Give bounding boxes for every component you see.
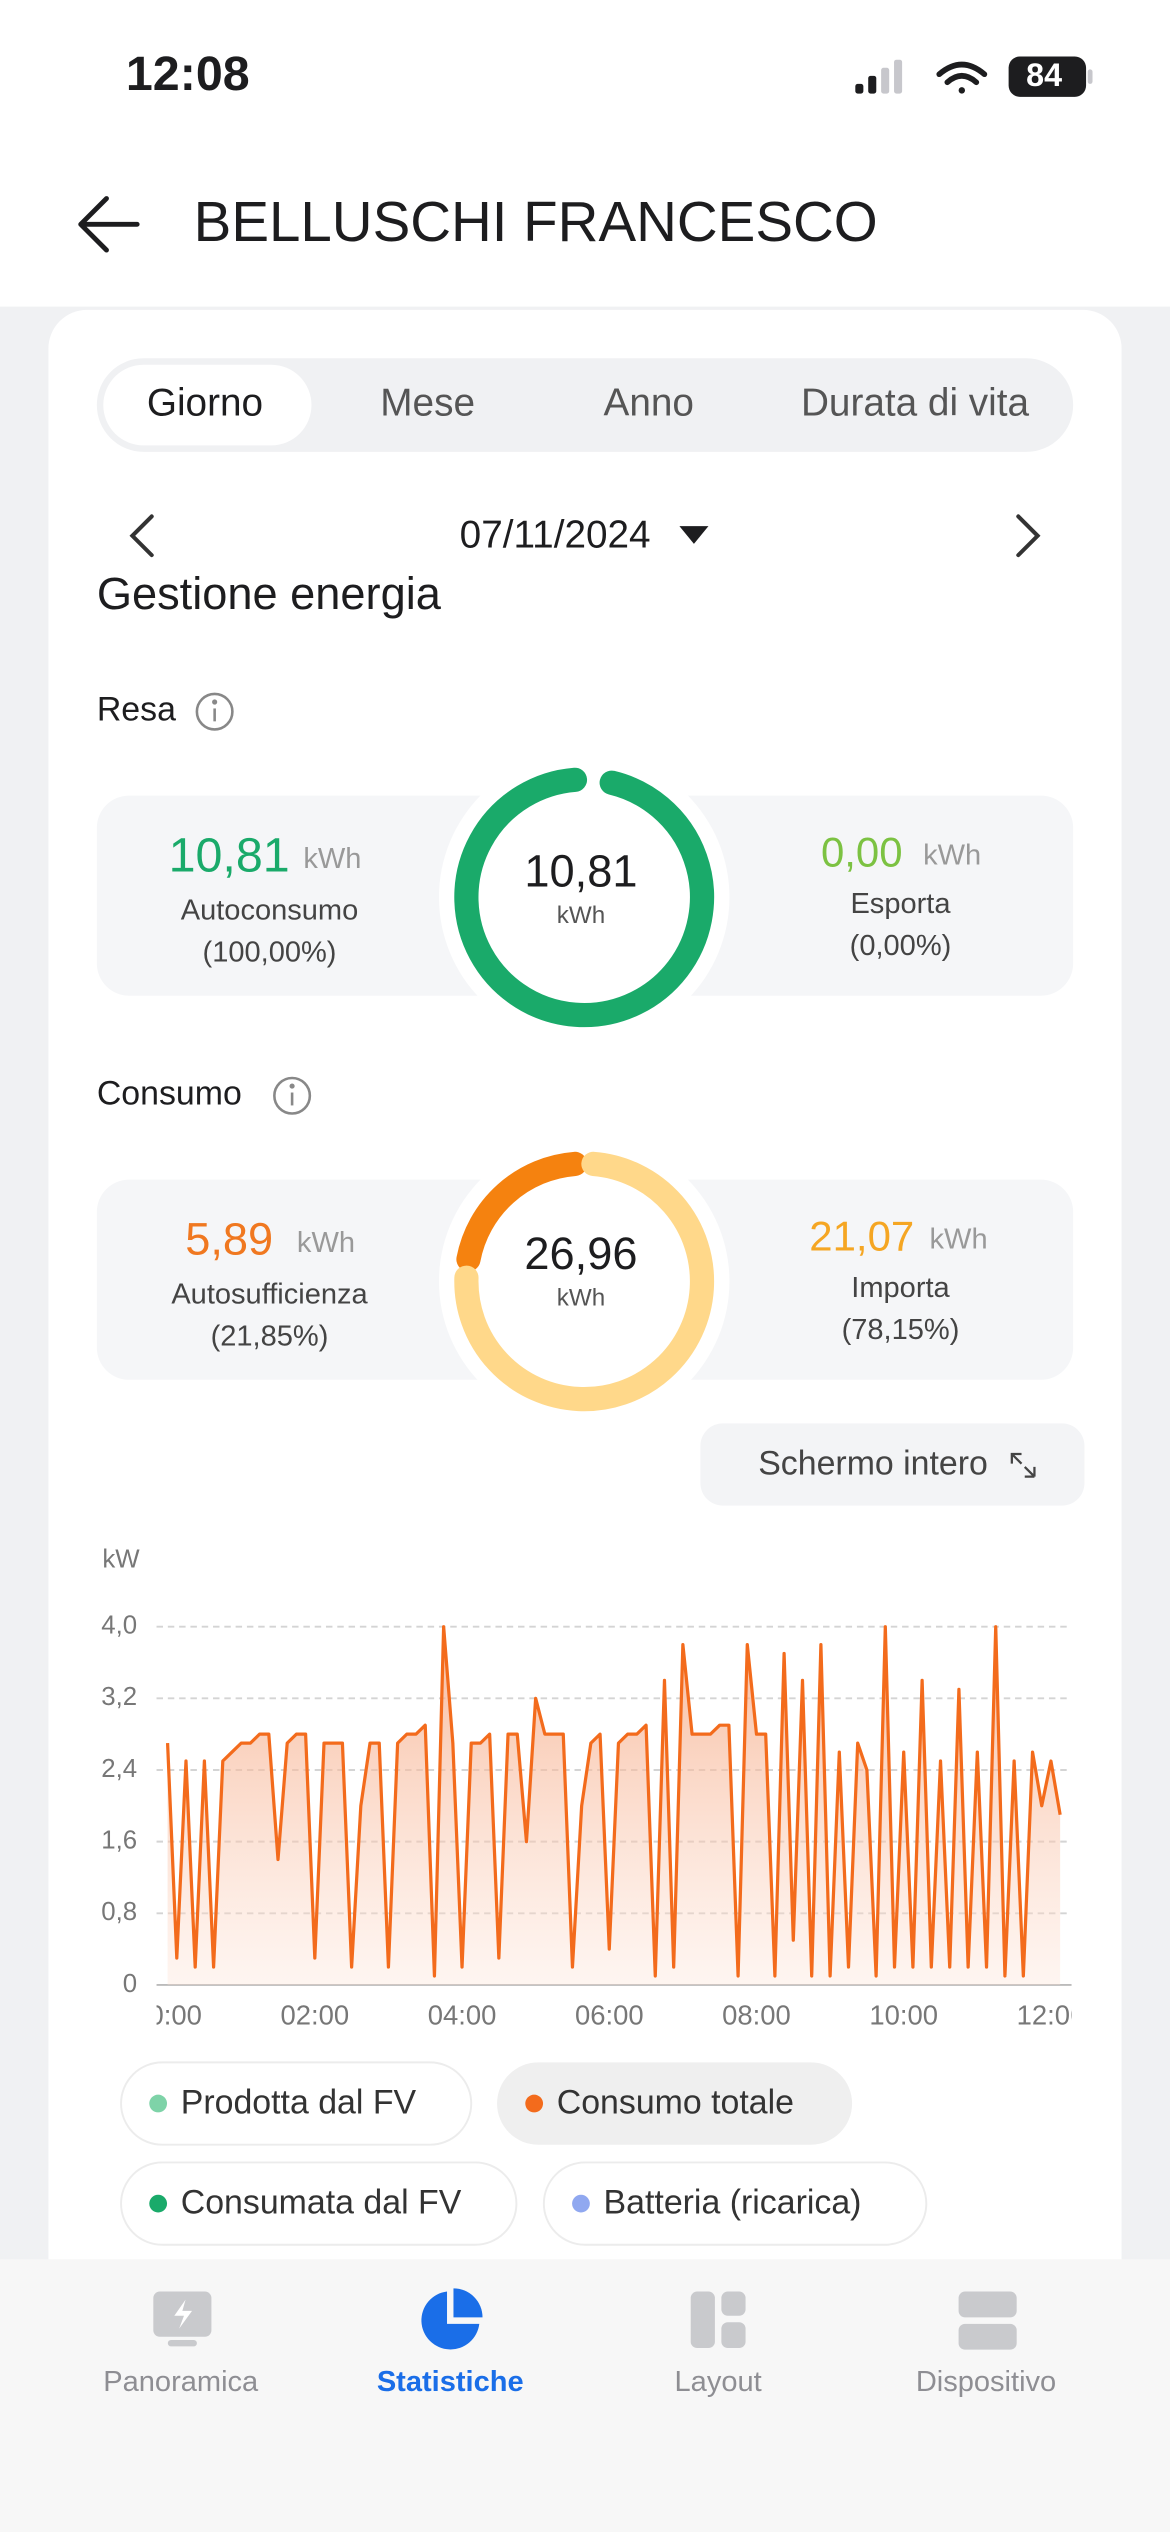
consumo-label: Consumo <box>97 1075 242 1113</box>
x-tick-label: 10:00 <box>869 1999 938 2030</box>
header-bg <box>0 0 1170 307</box>
resa-label: Resa <box>97 691 176 729</box>
x-tick-label: 06:00 <box>575 1999 644 2030</box>
y-tick-label: 3,2 <box>101 1683 137 1711</box>
legend-pill <box>497 2062 853 2145</box>
y-tick-label: 1,6 <box>101 1826 137 1854</box>
y-tick-label: 4,0 <box>101 1612 137 1640</box>
legend-dot <box>572 2194 590 2213</box>
nav-icon-panoramica <box>153 2291 212 2347</box>
right-share: (78,15%) <box>842 1314 960 1346</box>
nav-label[interactable]: Panoramica <box>103 2366 259 2398</box>
fullscreen-button[interactable]: Schermo intero <box>700 1423 1085 1506</box>
legend-item[interactable]: Consumo totale <box>497 2062 853 2145</box>
info-icon[interactable] <box>273 1076 312 1115</box>
legend-dot <box>149 2094 168 2113</box>
ring-segment <box>456 1151 588 1272</box>
x-tick-label: 08:00 <box>722 1999 791 2030</box>
nav-label[interactable]: Statistiche <box>377 2366 524 2398</box>
legend: Prodotta dal FV Consumo totale Consumata d… <box>120 2061 928 2246</box>
left-unit: kWh <box>303 843 361 875</box>
left-unit: kWh <box>297 1227 355 1259</box>
clock: 12:08 <box>126 47 250 101</box>
right-share: (0,00%) <box>850 930 952 962</box>
ring-halo <box>438 752 730 1043</box>
chart: 0 0,8 1,6 2,4 3,2 4,0 00:00 02:00 04:00 06:00 08:0… <box>101 1612 1086 2030</box>
left-label: Autosufficienza <box>171 1279 368 1311</box>
ring-segment <box>454 1151 715 1412</box>
nav-icon-layout <box>690 2291 746 2349</box>
ring-halo <box>438 1136 730 1427</box>
x-ticks: 00:00 02:00 04:00 06:00 08:00 10:00 12:00 <box>133 1999 1086 2030</box>
back-button[interactable] <box>78 196 140 253</box>
legend-pill <box>542 2161 928 2246</box>
left-share: (21,85%) <box>211 1320 329 1352</box>
y-tick-label: 0 <box>123 1970 137 1998</box>
right-unit: kWh <box>923 840 981 872</box>
legend-label: Consumo totale <box>557 2083 794 2121</box>
battery-icon: 84 <box>1008 56 1093 97</box>
info-icon[interactable] <box>195 692 234 731</box>
total-value: 10,81 <box>524 846 637 897</box>
tab[interactable]: Giorno <box>147 381 263 424</box>
left-value: 5,89 <box>185 1214 273 1265</box>
x-tick-label: 00:00 <box>133 1999 202 2030</box>
line <box>165 1625 1062 1978</box>
date-dropdown[interactable] <box>679 526 709 544</box>
legend-dot <box>149 2194 168 2213</box>
y-tick-label: 0,8 <box>101 1898 137 1926</box>
ring-segment <box>454 767 715 1028</box>
left-share: (100,00%) <box>203 936 337 968</box>
right-value: 0,00 <box>821 828 903 875</box>
right-value: 21,07 <box>809 1212 914 1259</box>
prev-date[interactable] <box>129 514 154 558</box>
right-label: Importa <box>851 1272 950 1304</box>
legend-pill <box>120 2161 518 2246</box>
ring <box>454 1151 715 1412</box>
tab[interactable]: Mese <box>380 381 475 424</box>
legend-item[interactable]: Batteria (ricarica) <box>542 2161 928 2246</box>
total-unit: kWh <box>557 1284 605 1311</box>
tab[interactable]: Anno <box>604 381 694 424</box>
nav-label[interactable]: Dispositivo <box>916 2366 1056 2398</box>
tab-bar <box>96 358 1074 452</box>
x-tick-label: 12:00 <box>1017 1999 1086 2030</box>
fullscreen-label: Schermo intero <box>758 1444 988 1482</box>
legend-item[interactable]: Consumata dal FV <box>120 2161 518 2246</box>
date[interactable]: 07/11/2024 <box>460 514 651 557</box>
y-tick-label: 2,4 <box>101 1755 137 1783</box>
nav-labels: Panoramica Statistiche Layout Dispositivo <box>103 2366 1056 2398</box>
total-value: 26,96 <box>524 1228 637 1279</box>
nav-label[interactable]: Layout <box>675 2366 762 2398</box>
legend-item[interactable]: Prodotta dal FV <box>120 2061 473 2146</box>
wifi-icon <box>936 61 988 94</box>
ring <box>454 767 715 1028</box>
legend-label: Prodotta dal FV <box>181 2083 417 2121</box>
y-axis-label: kW <box>102 1545 140 1573</box>
tab-selected-bg <box>103 364 312 446</box>
left-label: Autoconsumo <box>181 894 359 926</box>
right-label: Esporta <box>850 888 951 920</box>
battery-level: 84 <box>1026 57 1062 93</box>
tab[interactable]: Durata di vita <box>801 381 1030 424</box>
x-tick-label: 04:00 <box>428 1999 497 2030</box>
x-tick-label: 02:00 <box>280 1999 349 2030</box>
total-unit: kWh <box>557 902 605 929</box>
legend-label: Batteria (ricarica) <box>604 2183 862 2221</box>
legend-dot <box>525 2094 544 2113</box>
legend-pill <box>120 2061 473 2146</box>
next-date[interactable] <box>1016 514 1041 558</box>
nav-icon-statistiche <box>421 2288 483 2350</box>
section-title: Gestione energia <box>97 568 442 619</box>
page-title: BELLUSCHI FRANCESCO <box>194 190 878 253</box>
right-unit: kWh <box>930 1224 988 1256</box>
area <box>167 1626 1061 1985</box>
signal-icon <box>855 59 903 94</box>
legend-label: Consumata dal FV <box>181 2183 462 2221</box>
left-value: 10,81 <box>169 828 290 882</box>
nav-icon-dispositivo <box>958 2291 1017 2350</box>
